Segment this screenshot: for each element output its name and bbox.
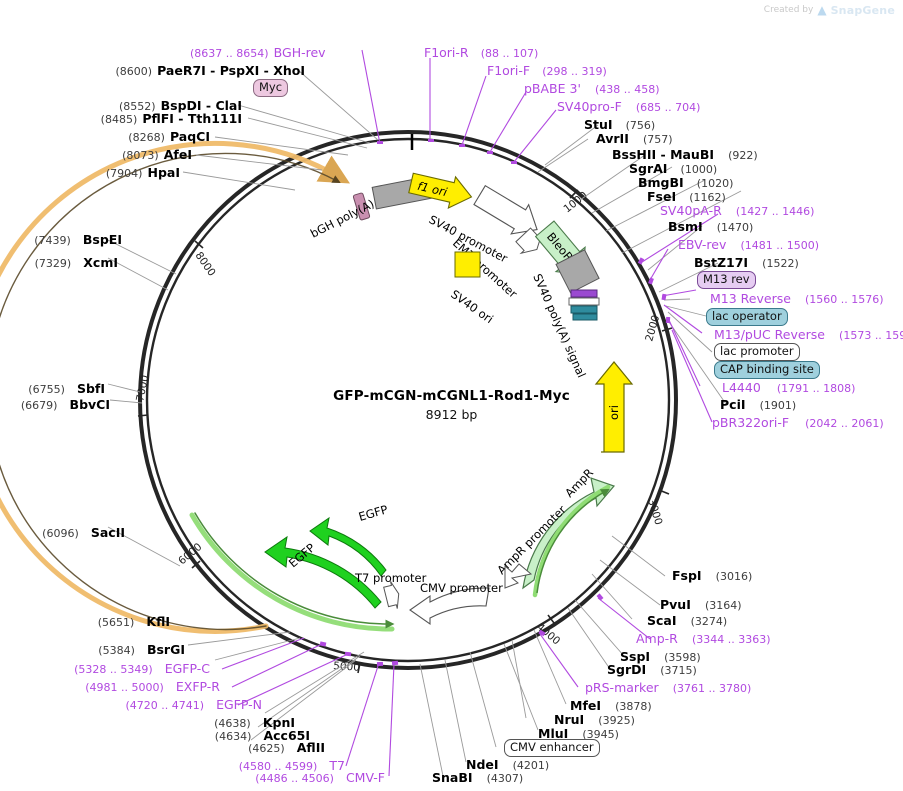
badge-lac-operator[interactable]: lac operator	[706, 308, 788, 327]
label-aflii[interactable]: (4625) AflII	[248, 740, 325, 755]
label-sbfi[interactable]: (6755) SbfI	[28, 381, 105, 396]
label-bbvci[interactable]: (6679) BbvCI	[20, 397, 110, 412]
feature-cmv-promoter	[409, 587, 490, 626]
feature-sv40-promoter	[473, 184, 538, 235]
label-l4440[interactable]: L4440 (1791 .. 1808)	[722, 380, 856, 395]
watermark-created-by: Created by	[763, 5, 814, 15]
label-sacii[interactable]: (6096) SacII	[42, 525, 125, 540]
label-bsshii[interactable]: BssHII - MauBI (922)	[612, 147, 758, 162]
label-acc65i[interactable]: (4634) Acc65I	[214, 728, 310, 743]
label-pflfi[interactable]: (8485) PflFI - Tth111I	[100, 111, 242, 126]
badge-myc[interactable]: Myc	[253, 79, 289, 98]
label-egfp-c[interactable]: (5328 .. 5349) EGFP-C	[74, 661, 210, 676]
label-sv40pa-r[interactable]: SV40pA-R (1427 .. 1446)	[660, 203, 815, 218]
label-paer7i[interactable]: (8600) PaeR7I - PspXI - XhoI	[115, 63, 305, 78]
label-sspi[interactable]: SspI (3598)	[620, 649, 701, 664]
feature-mcs-stack	[568, 289, 600, 321]
feature-t7-promoter-arrow	[383, 581, 400, 609]
label-fspi[interactable]: FspI (3016)	[672, 568, 753, 583]
plasmid-name: GFP-mCGN-mCGNL1-Rod1-Myc	[333, 388, 570, 404]
label-bmgbi[interactable]: BmgBI (1020)	[638, 175, 734, 190]
label-bstz17i[interactable]: BstZ17I (1522)	[694, 255, 799, 270]
svg-text:ori: ori	[607, 405, 621, 420]
label-pcii[interactable]: PciI (1901)	[720, 397, 797, 412]
plasmid-size: 8912 bp	[425, 407, 478, 422]
label-kfli[interactable]: (5651) KflI	[97, 614, 170, 629]
label-afei[interactable]: (8073) AfeI	[122, 147, 192, 162]
feature-label-sv40-ori: SV40 ori	[448, 287, 496, 326]
badge-cap-binding-site[interactable]: CAP binding site	[714, 361, 820, 380]
label-amp-r[interactable]: Amp-R (3344 .. 3363)	[636, 631, 771, 646]
label-avrii[interactable]: AvrII (757)	[596, 131, 673, 146]
label-m13-puc-reverse[interactable]: M13/pUC Reverse (1573 .. 1595)	[714, 327, 903, 342]
label-xcmi[interactable]: (7329) XcmI	[34, 255, 118, 270]
feature-sv40-ori	[454, 251, 481, 278]
svg-text:f1 ori: f1 ori	[416, 179, 449, 200]
svg-text:8000: 8000	[193, 250, 218, 279]
label-ndei[interactable]: NdeI (4201)	[466, 757, 550, 772]
badge-cmv-enhancer[interactable]: CMV enhancer	[504, 739, 600, 758]
label-stui[interactable]: StuI (756)	[584, 117, 656, 132]
feature-label-cmv-promoter: CMV promoter	[420, 581, 503, 595]
feature-egfp-2	[264, 535, 382, 609]
label-bsrgi[interactable]: (5384) BsrGI	[98, 642, 185, 657]
label-exfp-r[interactable]: (4981 .. 5000) EXFP-R	[85, 679, 220, 694]
label-paqci[interactable]: (8268) PaqCI	[128, 129, 210, 144]
label-m13-reverse[interactable]: M13 Reverse (1560 .. 1576)	[710, 291, 884, 306]
label-f1ori-f[interactable]: F1ori-F (298 .. 319)	[487, 63, 607, 78]
label-sgrai[interactable]: SgrAI (1000)	[629, 161, 718, 176]
label-mfei[interactable]: MfeI (3878)	[570, 698, 652, 713]
label-sgrdi[interactable]: SgrDI (3715)	[607, 662, 697, 677]
label-pbabe3[interactable]: pBABE 3' (438 .. 458)	[524, 81, 660, 96]
badge-m13-rev[interactable]: M13 rev	[697, 271, 756, 290]
label-pbr322ori-f[interactable]: pBR322ori-F (2042 .. 2061)	[712, 415, 884, 430]
feature-label-egfp-1: EGFP	[357, 502, 389, 524]
label-sv40pro-f[interactable]: SV40pro-F (685 .. 704)	[557, 99, 701, 114]
feature-ori: ori	[594, 361, 634, 453]
label-nrui[interactable]: NruI (3925)	[554, 712, 635, 727]
label-hpai[interactable]: (7904) HpaI	[105, 165, 180, 180]
feature-f1-ori: f1 ori	[408, 172, 473, 210]
feature-label-t7-promoter: T7 promoter	[354, 571, 427, 585]
feature-egfp-1	[309, 516, 387, 577]
label-prs-marker[interactable]: pRS-marker (3761 .. 3780)	[585, 680, 752, 695]
label-scai[interactable]: ScaI (3274)	[647, 613, 728, 628]
label-ebv-rev[interactable]: EBV-rev (1481 .. 1500)	[678, 237, 820, 252]
snapgene-watermark: Created by ▲ SnapGene	[764, 3, 895, 17]
label-kpni[interactable]: (4638) KpnI	[214, 715, 295, 730]
badge-lac-promoter[interactable]: lac promoter	[714, 343, 800, 362]
label-snabi[interactable]: SnaBI (4307)	[432, 770, 524, 785]
label-egfp-n[interactable]: (4720 .. 4741) EGFP-N	[125, 697, 262, 712]
label-f1ori-r[interactable]: F1ori-R (88 .. 107)	[424, 45, 539, 60]
label-bspei[interactable]: (7439) BspEI	[34, 232, 122, 247]
label-t7[interactable]: (4580 .. 4599) T7	[238, 758, 345, 773]
snapgene-logo-icon: ▲	[817, 3, 827, 17]
watermark-brand: SnapGene	[830, 3, 895, 17]
label-mlui[interactable]: MluI (3945)	[538, 726, 619, 741]
label-bgh-rev[interactable]: (8637 .. 8654) BGH-rev	[190, 45, 326, 60]
feature-ampr-promoter-arrow	[504, 563, 533, 589]
label-bsmi[interactable]: BsmI (1470)	[668, 219, 754, 234]
label-cmv-f[interactable]: (4486 .. 4506) CMV-F	[255, 770, 385, 785]
plasmid-title-block: GFP-mCGN-mCGNL1-Rod1-Myc 8912 bp	[0, 388, 903, 422]
label-fsei[interactable]: FseI (1162)	[647, 189, 726, 204]
label-bspdi[interactable]: (8552) BspDI - ClaI	[118, 98, 242, 113]
feature-bgh-polya	[352, 192, 371, 221]
svg-text:7000: 7000	[134, 374, 151, 403]
label-pvui[interactable]: PvuI (3164)	[660, 597, 742, 612]
